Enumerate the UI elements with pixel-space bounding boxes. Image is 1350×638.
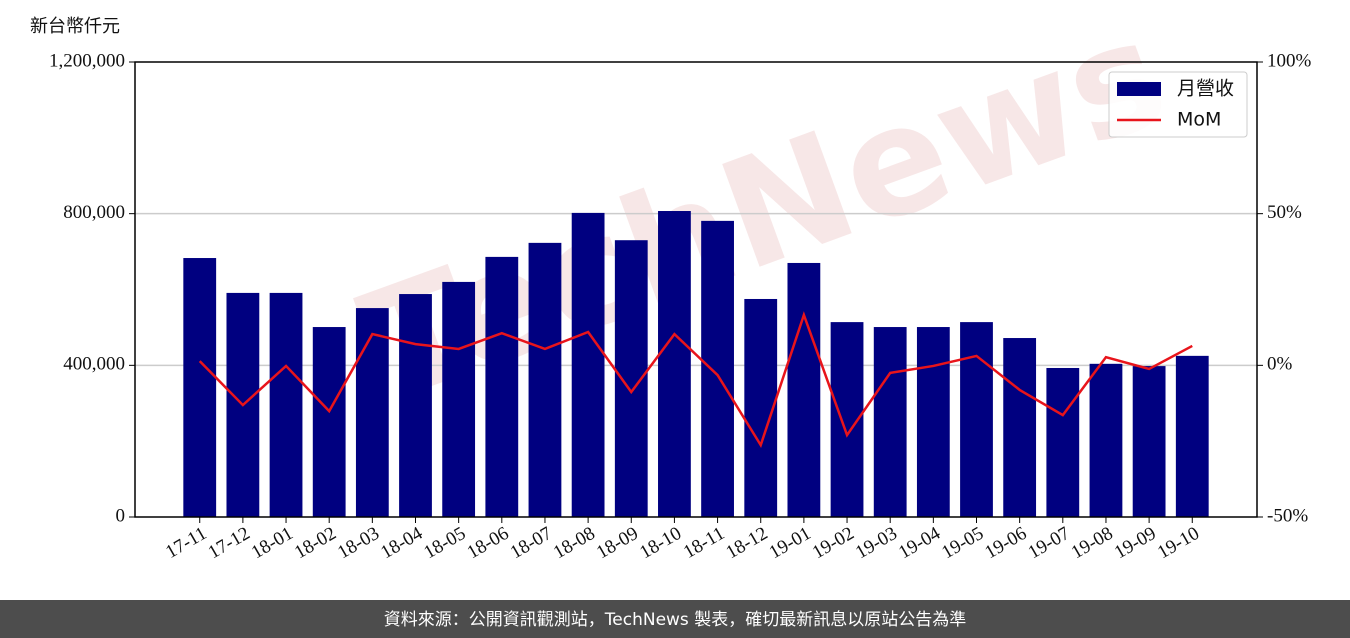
- bar: [701, 220, 734, 517]
- y-tick-label: 800,000: [63, 202, 125, 223]
- x-tick-label: 19-10: [1154, 523, 1203, 563]
- bar: [744, 298, 778, 517]
- x-tick-label: 18-09: [593, 523, 642, 563]
- x-tick-label: 18-11: [680, 523, 728, 563]
- bar: [1046, 367, 1080, 517]
- y2-tick-label: 100%: [1267, 50, 1312, 71]
- y2-tick-label: 0%: [1267, 354, 1293, 375]
- x-tick-label: 19-05: [938, 523, 987, 563]
- bar: [442, 281, 476, 517]
- bar: [960, 322, 993, 517]
- x-tick-label: 17-11: [162, 523, 210, 563]
- x-tick-label: 18-10: [636, 523, 685, 563]
- footer-bar: [0, 600, 1350, 638]
- x-tick-label: 19-07: [1025, 523, 1074, 563]
- legend-label: MoM: [1177, 109, 1221, 131]
- x-tick-label: 19-01: [766, 523, 815, 563]
- x-tick-label: 18-03: [334, 523, 383, 563]
- line: [198, 311, 1193, 449]
- y-axis-label: 新台幣仟元: [30, 16, 120, 37]
- plot-frame: [134, 61, 1258, 518]
- legend-label: 月營收: [1177, 78, 1234, 100]
- x-tick-label: 18-07: [507, 523, 556, 563]
- y2-tick-label: -50%: [1267, 505, 1308, 526]
- bar: [1175, 355, 1209, 517]
- bar: [1089, 363, 1123, 517]
- x-tick-label: 18-12: [723, 523, 772, 563]
- x-tick-label: 19-08: [1068, 523, 1117, 563]
- bar: [485, 256, 519, 517]
- y-tick-label: 1,200,000: [49, 50, 125, 71]
- bar: [916, 327, 950, 517]
- x-tick-label: 19-03: [852, 523, 901, 563]
- bar: [1132, 366, 1166, 517]
- bar: [1003, 338, 1037, 517]
- bar: [571, 212, 605, 518]
- bar: [269, 292, 303, 517]
- x-tick-label: 19-09: [1111, 523, 1160, 563]
- x-tick-label: 19-04: [895, 523, 944, 564]
- y2-tick-label: 50%: [1267, 202, 1302, 223]
- bar: [658, 211, 691, 517]
- x-tick-label: 18-04: [377, 523, 426, 564]
- x-tick-label: 17-12: [205, 523, 254, 563]
- bar: [528, 242, 562, 518]
- bar: [183, 258, 217, 517]
- legend-swatch: [1117, 82, 1161, 96]
- bar: [787, 262, 821, 517]
- x-tick-label: 18-05: [420, 523, 469, 563]
- footer: 資料來源：公開資訊觀測站，TechNews 製表，確切最新訊息以原站公告為準: [384, 610, 966, 630]
- bar: [399, 294, 432, 517]
- x-tick-label: 18-01: [248, 523, 297, 563]
- x-tick-label: 18-08: [550, 523, 599, 563]
- x-tick-label: 19-06: [981, 523, 1030, 563]
- x-tick-label: 18-02: [291, 523, 340, 563]
- x-tick-label: 19-02: [809, 523, 858, 563]
- bar: [355, 308, 389, 517]
- x-tick-label: 18-06: [464, 523, 513, 563]
- bar: [312, 327, 346, 517]
- y-tick-label: 400,000: [63, 354, 125, 375]
- y-tick-label: 0: [116, 505, 126, 526]
- bar: [873, 327, 907, 517]
